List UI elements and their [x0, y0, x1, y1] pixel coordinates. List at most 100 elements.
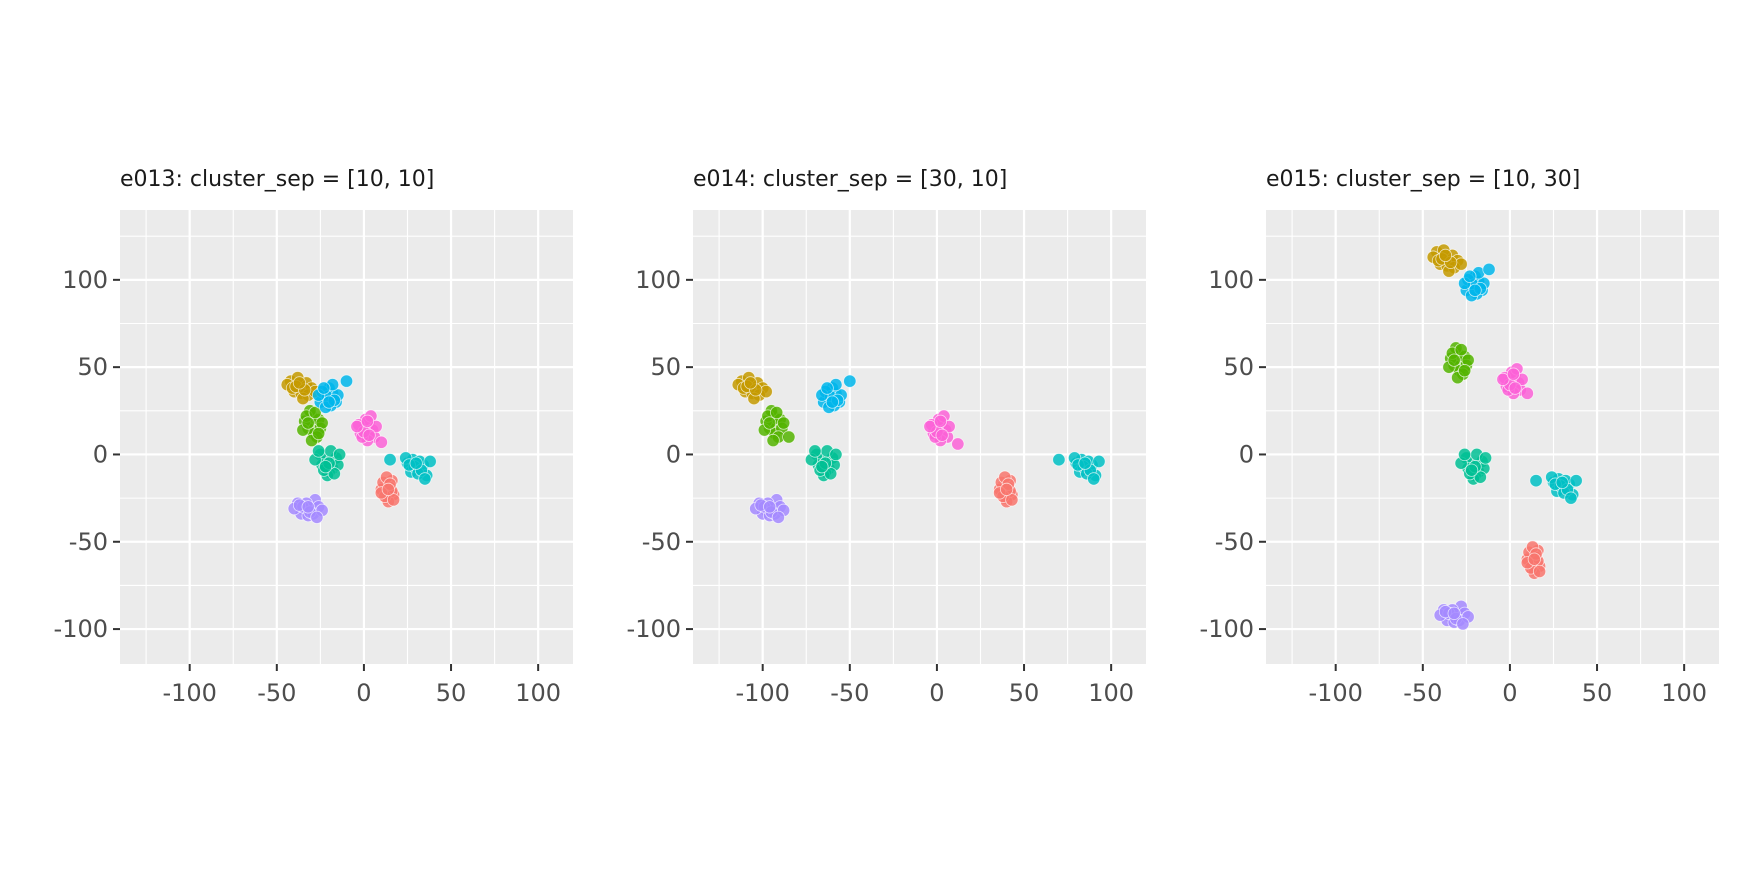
data-point — [829, 447, 843, 462]
data-point — [923, 419, 937, 434]
x-tick-label: -100 — [162, 679, 216, 707]
data-point — [418, 472, 432, 486]
x-tick-label: 50 — [1582, 679, 1613, 707]
y-tick-label: 50 — [650, 353, 681, 381]
data-point — [935, 428, 949, 442]
y-tick-label: -100 — [627, 615, 681, 643]
data-point — [933, 414, 948, 428]
data-point — [770, 405, 784, 420]
y-tick-label: -50 — [642, 528, 681, 556]
data-point — [766, 433, 780, 448]
x-tick-label: -100 — [1308, 679, 1362, 707]
data-point — [374, 435, 388, 449]
data-point — [1458, 364, 1472, 378]
data-point — [1555, 475, 1569, 489]
cluster-series-8 — [1529, 470, 1583, 505]
data-point — [312, 426, 326, 441]
x-tick-label: 0 — [929, 679, 944, 707]
y-tick-label: 50 — [1223, 353, 1254, 381]
data-point — [1005, 493, 1019, 507]
cluster-series-1 — [993, 470, 1019, 509]
data-point — [317, 381, 331, 395]
data-point — [776, 416, 791, 430]
data-point — [332, 447, 347, 462]
data-point — [1527, 552, 1541, 566]
data-point — [824, 467, 838, 481]
panel-title: e013: cluster_sep = [10, 10] — [120, 167, 434, 192]
data-point — [308, 405, 322, 420]
x-tick-label: -50 — [1403, 679, 1442, 707]
data-point — [1508, 381, 1522, 395]
plot-background — [1266, 210, 1719, 664]
data-point — [1052, 453, 1066, 467]
y-tick-label: -100 — [1200, 615, 1254, 643]
y-tick-label: 0 — [666, 440, 681, 468]
cluster-series-8 — [1052, 451, 1106, 486]
cluster-series-2 — [731, 371, 773, 406]
data-point — [1529, 474, 1543, 488]
data-point — [1496, 372, 1510, 386]
data-point — [843, 374, 857, 388]
data-point — [383, 453, 397, 467]
x-tick-label: 0 — [1502, 679, 1517, 707]
cluster-series-7 — [350, 409, 388, 449]
y-tick-label: 0 — [1239, 440, 1254, 468]
data-point — [339, 374, 354, 388]
data-point — [1473, 470, 1487, 484]
x-tick-label: -100 — [735, 679, 789, 707]
data-point — [423, 454, 437, 469]
data-point — [386, 493, 401, 507]
x-tick-label: 100 — [515, 679, 561, 707]
data-point — [1000, 482, 1014, 496]
data-point — [1569, 474, 1583, 488]
cluster-series-4 — [804, 444, 843, 483]
data-point — [409, 456, 423, 470]
cluster-series-3 — [296, 404, 329, 448]
data-point — [1456, 617, 1470, 631]
data-point — [1564, 491, 1578, 505]
data-point — [350, 419, 364, 434]
x-tick-label: 100 — [1088, 679, 1134, 707]
x-tick-label: 50 — [436, 679, 467, 707]
x-tick-label: -50 — [830, 679, 869, 707]
y-tick-label: 100 — [635, 266, 681, 294]
scatter-panel-2: e014: cluster_sep = [30, 10] -100 -50 0 50 10… — [627, 167, 1146, 707]
cluster-series-2 — [280, 371, 322, 406]
data-point — [1438, 248, 1453, 262]
data-point — [1464, 463, 1479, 477]
data-point — [808, 444, 822, 458]
y-tick-label: -50 — [1215, 528, 1254, 556]
data-point — [1463, 269, 1477, 283]
y-tick-label: 0 — [93, 440, 108, 468]
data-point — [301, 416, 315, 430]
cluster-series-8 — [383, 451, 437, 486]
data-point — [1520, 386, 1534, 400]
cluster-series-6 — [287, 493, 329, 524]
data-point — [763, 500, 777, 514]
data-point — [318, 460, 333, 474]
plot-background — [693, 210, 1146, 664]
data-point — [310, 510, 324, 524]
cluster-series-5 — [815, 374, 857, 414]
data-point — [1458, 447, 1472, 462]
data-point — [1506, 367, 1521, 381]
data-point — [360, 414, 375, 428]
panel-title: e015: cluster_sep = [10, 30] — [1266, 167, 1580, 192]
data-point — [381, 482, 395, 496]
cluster-series-4 — [308, 444, 347, 483]
data-point — [782, 430, 796, 444]
cluster-series-5 — [1458, 262, 1496, 303]
scatter-panel-3: e015: cluster_sep = [10, 30] -100 -50 0 50 10… — [1200, 167, 1719, 707]
x-tick-label: 100 — [1661, 679, 1707, 707]
cluster-series-4 — [1454, 447, 1493, 486]
panel-title: e014: cluster_sep = [30, 10] — [693, 167, 1007, 192]
data-point — [1447, 606, 1461, 620]
x-tick-label: 0 — [356, 679, 371, 707]
data-point — [292, 376, 307, 390]
y-tick-label: 50 — [77, 353, 108, 381]
x-tick-label: -50 — [257, 679, 296, 707]
data-point — [815, 460, 829, 474]
data-point — [743, 376, 758, 390]
data-point — [301, 500, 315, 514]
